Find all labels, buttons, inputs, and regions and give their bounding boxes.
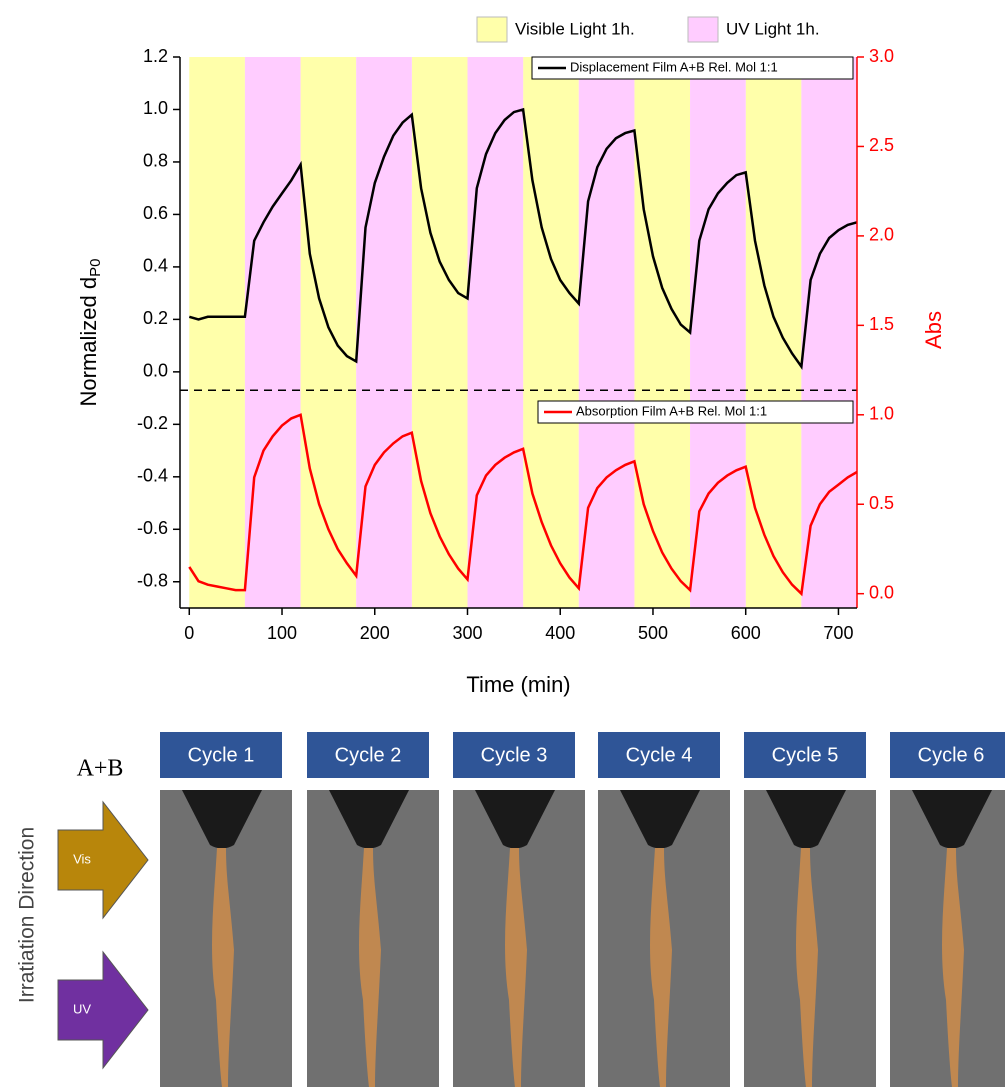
x-tick-label: 100 <box>267 623 297 643</box>
light-band <box>411 57 468 608</box>
cycle-label: Cycle 5 <box>772 744 839 766</box>
y2-tick-label: 0.0 <box>869 582 894 602</box>
photo-film <box>650 848 672 1087</box>
y-tick-label: -0.2 <box>137 413 168 433</box>
photo-panel: A+B Irratiation Direction Vis UV Cycle 1 Cycl… <box>16 732 1005 1087</box>
y-tick-label: 0.8 <box>143 151 168 171</box>
cycle-header <box>744 732 866 778</box>
arrow-label: Vis <box>73 851 91 866</box>
cycle-header <box>598 732 720 778</box>
chart: Visible Light 1h. UV Light 1h. Displacemen… <box>76 16 946 697</box>
light-band <box>189 57 245 608</box>
y-tick-label: 0.6 <box>143 203 168 223</box>
y-axis-title-main: Normalized d <box>76 277 101 407</box>
light-band <box>356 57 412 608</box>
sample-label: A+B <box>77 756 124 782</box>
legend-box <box>537 400 854 424</box>
direction-label: Irratiation Direction <box>16 827 39 1003</box>
photo-tip <box>475 790 555 849</box>
x-tick-label: 600 <box>731 623 761 643</box>
y-axis-title: Normalized dP0 <box>76 259 104 407</box>
cycle-label: Cycle 3 <box>481 744 548 766</box>
legend-swatch <box>476 16 508 43</box>
arrow-label: UV <box>73 1001 91 1016</box>
y-tick-label: 0.0 <box>143 361 168 381</box>
y2-tick-label: 3.0 <box>869 46 894 66</box>
light-band <box>300 57 357 608</box>
photo-tip <box>620 790 700 849</box>
legend-label: UV Light 1h. <box>726 19 820 38</box>
y2-tick-label: 2.0 <box>869 225 894 245</box>
y2-tick-label: 0.5 <box>869 493 894 513</box>
y-tick-label: 0.4 <box>143 256 168 276</box>
light-band <box>634 57 691 608</box>
y-tick-label: 0.2 <box>143 308 168 328</box>
photo-film <box>942 848 964 1087</box>
y-tick-label: -0.4 <box>137 466 168 486</box>
legend-label: Visible Light 1h. <box>515 19 635 38</box>
x-tick-label: 300 <box>452 623 482 643</box>
light-band <box>467 57 524 608</box>
direction-arrow <box>57 800 149 920</box>
photo-tip <box>766 790 846 849</box>
y-tick-label: -0.6 <box>137 518 168 538</box>
y-axis-title-sub: P0 <box>87 259 104 277</box>
y-tick-label: 1.0 <box>143 98 168 118</box>
light-band <box>745 57 802 608</box>
direction-arrow <box>57 950 149 1070</box>
photo-film <box>359 848 381 1087</box>
cycle-label: Cycle 4 <box>626 744 693 766</box>
photo-tip <box>329 790 409 849</box>
photo-tip <box>182 790 262 849</box>
cycle-label: Cycle 2 <box>335 744 402 766</box>
y2-tick-label: 1.5 <box>869 314 894 334</box>
y-tick-label: 1.2 <box>143 46 168 66</box>
cycle-header <box>890 732 1005 778</box>
y2-tick-label: 1.0 <box>869 404 894 424</box>
data-line <box>188 413 858 597</box>
x-axis-title: Time (min) <box>466 672 570 697</box>
data-line <box>188 107 858 371</box>
light-band <box>244 57 301 608</box>
x-tick-label: 200 <box>360 623 390 643</box>
cycle-header <box>160 732 282 778</box>
legend-swatch <box>687 16 719 43</box>
photo-tip <box>912 790 992 849</box>
cycle-label: Cycle 6 <box>918 744 985 766</box>
y2-tick-label: 2.5 <box>869 135 894 155</box>
light-band <box>801 57 857 608</box>
photo-film <box>212 848 234 1087</box>
photo-film <box>796 848 818 1087</box>
cycle-label: Cycle 1 <box>188 744 255 766</box>
legend-box <box>531 56 854 80</box>
photo-film <box>505 848 527 1087</box>
x-tick-label: 0 <box>184 623 194 643</box>
light-band <box>523 57 579 608</box>
legend-label: Displacement Film A+B Rel. Mol 1:1 <box>570 59 778 74</box>
y-tick-label: -0.8 <box>137 571 168 591</box>
x-tick-label: 400 <box>545 623 575 643</box>
cycle-header <box>453 732 575 778</box>
y2-axis-title: Abs <box>921 311 946 349</box>
x-tick-label: 500 <box>638 623 668 643</box>
legend-label: Absorption Film A+B Rel. Mol 1:1 <box>576 403 767 418</box>
cycle-header <box>307 732 429 778</box>
x-tick-label: 700 <box>823 623 853 643</box>
